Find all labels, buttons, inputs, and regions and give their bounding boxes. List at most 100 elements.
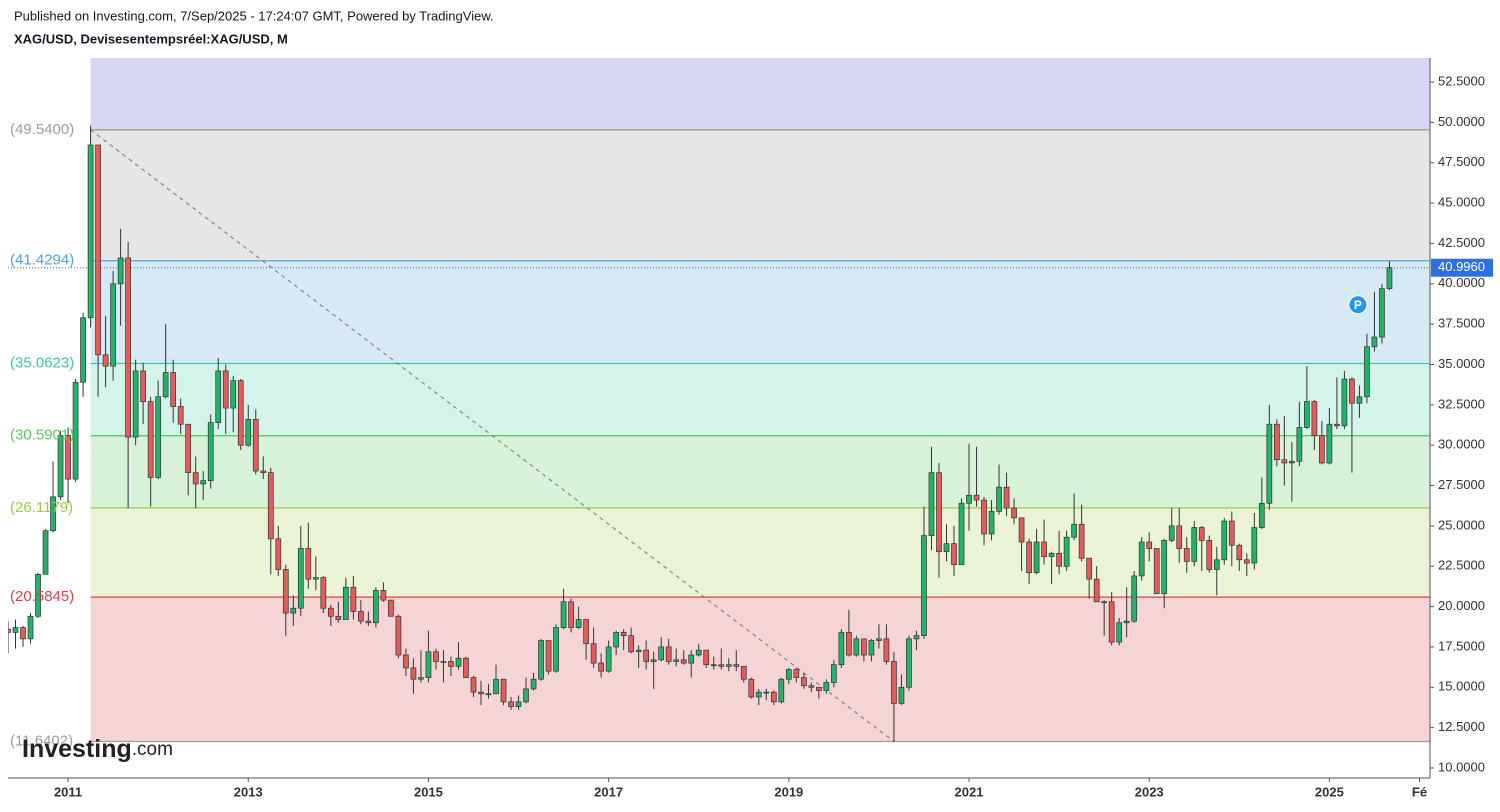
x-tick-label: 2019: [774, 784, 803, 799]
candle-body: [1319, 435, 1325, 464]
y-tick-label: 12.5000: [1438, 719, 1485, 734]
candle-body: [575, 619, 582, 628]
x-tick-label: 2023: [1135, 784, 1164, 799]
candle-body: [1379, 288, 1385, 338]
candle-body: [740, 665, 747, 680]
candle-body: [1371, 336, 1378, 348]
candle-body: [643, 649, 650, 662]
candle-body: [816, 686, 822, 691]
candle-body: [1386, 267, 1393, 289]
candle-body: [515, 701, 522, 708]
candle-body: [305, 548, 312, 580]
candle-body: [988, 511, 995, 535]
candle-body: [1266, 423, 1273, 504]
candle-body: [1183, 548, 1190, 562]
fib-zone: [90, 260, 1430, 364]
candle-body: [981, 499, 987, 535]
candle-body: [192, 472, 199, 485]
candle-body: [1364, 346, 1370, 398]
candle-body: [478, 691, 484, 695]
candle-body: [1243, 559, 1250, 564]
candle-body: [778, 678, 785, 703]
candle-body: [553, 627, 559, 672]
fib-label: (41.4294): [10, 252, 74, 269]
y-tick-label: 25.0000: [1438, 517, 1485, 532]
candle-body: [1071, 523, 1077, 538]
candle-body: [95, 144, 101, 356]
candle-body: [230, 380, 237, 409]
candle-body: [1281, 459, 1288, 464]
candle-body: [808, 685, 815, 688]
candle-body: [132, 370, 139, 438]
fib-zone: [90, 435, 1430, 508]
candle-body: [117, 257, 124, 285]
logo: Investing.com: [22, 735, 173, 763]
last-price-tag: [1431, 258, 1493, 277]
candle-body: [418, 677, 424, 680]
candle-body: [1063, 536, 1070, 567]
candle-body: [921, 535, 927, 636]
candle-body: [530, 678, 537, 690]
fib-label: (11.6402): [10, 732, 73, 749]
candle-body: [275, 538, 282, 570]
candle-body: [1221, 520, 1228, 561]
candle-body: [365, 620, 372, 624]
candle-body: [635, 649, 642, 653]
candle-body: [1311, 401, 1318, 436]
y-tick-label: 47.5000: [1438, 154, 1485, 169]
candle-body: [861, 638, 867, 656]
trend-line: [90, 129, 895, 742]
y-tick-label: 30.0000: [1438, 437, 1485, 452]
candle-body: [57, 435, 64, 498]
candle-body: [710, 664, 717, 667]
y-tick-label: 27.5000: [1438, 477, 1485, 492]
fib-label: (49.5400): [10, 121, 74, 138]
candle-body: [1168, 525, 1175, 541]
candle-body: [620, 632, 627, 636]
candle-body: [1289, 460, 1295, 464]
candle-body: [448, 661, 454, 667]
fib-label: (26.1179): [10, 499, 73, 516]
candle-body: [590, 643, 597, 664]
candle-body: [425, 651, 432, 678]
candle-body: [1273, 423, 1280, 461]
candle-body: [688, 654, 695, 664]
candle-body: [162, 372, 169, 398]
candle-body: [906, 638, 912, 688]
candle-body: [898, 686, 905, 704]
candle-body: [650, 659, 657, 662]
candle-body: [245, 419, 252, 446]
candle-body: [485, 693, 492, 696]
y-tick-label: 40.0000: [1438, 275, 1485, 290]
y-tick-label: 50.0000: [1438, 114, 1485, 129]
candle-body: [1086, 557, 1092, 580]
candle-body: [110, 283, 116, 367]
candle-body: [1176, 525, 1183, 549]
plot-area: (49.5400) (41.4294) (35.0623) (30.5901) (26.…: [8, 58, 1430, 749]
candle-body: [1206, 540, 1213, 570]
candle-body: [140, 370, 146, 402]
candle-body: [800, 677, 807, 687]
candle-body: [725, 664, 732, 667]
candle-body: [598, 662, 604, 672]
candle-body: [27, 615, 34, 640]
candle-body: [1251, 527, 1258, 564]
candle-body: [147, 401, 154, 478]
candle-body: [1108, 601, 1115, 643]
candle-body: [996, 486, 1002, 512]
candle-body: [358, 611, 364, 622]
candle-body: [1304, 401, 1310, 428]
candle-body: [951, 543, 957, 565]
candle-body: [1236, 544, 1243, 561]
y-tick-label: 22.5000: [1438, 558, 1485, 573]
candle-body: [1161, 540, 1168, 595]
candle-body: [891, 661, 897, 704]
candle-body: [1191, 527, 1198, 562]
logo-brand: Investing: [22, 735, 132, 763]
candle-body: [973, 494, 980, 501]
logo-suffix: .com: [132, 739, 173, 760]
y-tick-label: 20.0000: [1438, 598, 1485, 613]
x-tick-label: 2011: [54, 784, 82, 799]
candle-body: [470, 677, 477, 693]
